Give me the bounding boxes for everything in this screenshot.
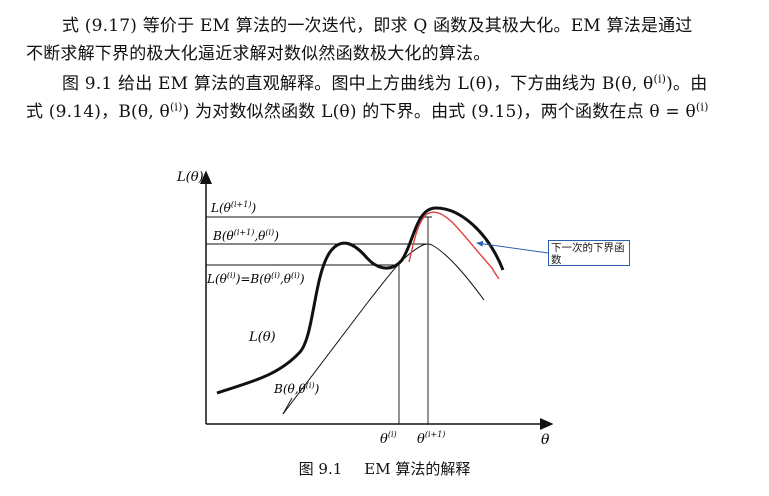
tick-theta-i: θ(i) bbox=[380, 430, 397, 447]
paragraph-2-line-1: 图 9.1 给出 EM 算法的直观解释。图中上方曲线为 L(θ)，下方曲线为 B… bbox=[26, 70, 754, 98]
label-curve-B: B(θ,θ(i)) bbox=[273, 381, 320, 396]
y-axis-label: L(θ) bbox=[176, 170, 204, 185]
p2-l2-sup-2: (i) bbox=[695, 100, 709, 114]
figure-caption: 图 9.1 EM 算法的解释 bbox=[0, 458, 769, 479]
label-curve-B-leader bbox=[282, 397, 293, 415]
p2-l2-text-a: 式 (9.14)，B(θ, θ bbox=[26, 102, 170, 122]
paragraph-1-line-1: 式 (9.17) 等价于 EM 算法的一次迭代，即求 Q 函数及其极大化。EM … bbox=[62, 16, 693, 36]
paragraph-2: 图 9.1 给出 EM 算法的直观解释。图中上方曲线为 L(θ)，下方曲线为 B… bbox=[26, 70, 754, 126]
p2-l1-text-a: 图 9.1 给出 EM 算法的直观解释。图中上方曲线为 L(θ)，下方曲线为 B… bbox=[62, 74, 654, 94]
label-curve-L: L(θ) bbox=[248, 330, 276, 345]
paragraph-2-line-2: 式 (9.14)，B(θ, θ(i)) 为对数似然函数 L(θ) 的下界。由式 … bbox=[26, 98, 754, 126]
curve-B-theta-i bbox=[282, 243, 485, 415]
caption-number: 图 9.1 bbox=[298, 460, 343, 478]
annotation-arrow bbox=[476, 240, 549, 254]
curve-L-theta bbox=[216, 206, 505, 395]
em-figure: L(θ) θ L(θ(i+1)) B(θ(i+1),θ(i)) L(θ(i))=… bbox=[176, 170, 554, 448]
p2-l1-sup: (i) bbox=[653, 72, 667, 86]
p2-l1-text-b: )。由 bbox=[666, 74, 708, 94]
tick-theta-next: θ(i+1) bbox=[417, 430, 445, 447]
paragraph-1-line-2: 不断求解下界的极大化逼近求解对数似然函数极大化的算法。 bbox=[26, 44, 491, 64]
p2-l2-text-b: ) 为对数似然函数 L(θ) 的下界。由式 (9.15)，两个函数在点 θ = … bbox=[182, 102, 696, 122]
annotation-box: 下一次的下界函数 bbox=[548, 240, 630, 266]
label-L-next: L(θ(i+1)) bbox=[210, 200, 256, 215]
curve-next-lower-bound bbox=[408, 211, 500, 280]
caption-text: EM 算法的解释 bbox=[364, 460, 471, 478]
x-axis-label: θ bbox=[541, 432, 550, 448]
paragraph-1: 式 (9.17) 等价于 EM 算法的一次迭代，即求 Q 函数及其极大化。EM … bbox=[26, 12, 754, 68]
label-B-next: B(θ(i+1),θ(i)) bbox=[212, 228, 279, 243]
label-equal: L(θ(i))=B(θ(i),θ(i)) bbox=[206, 271, 305, 286]
p2-l2-sup-1: (i) bbox=[169, 100, 183, 114]
